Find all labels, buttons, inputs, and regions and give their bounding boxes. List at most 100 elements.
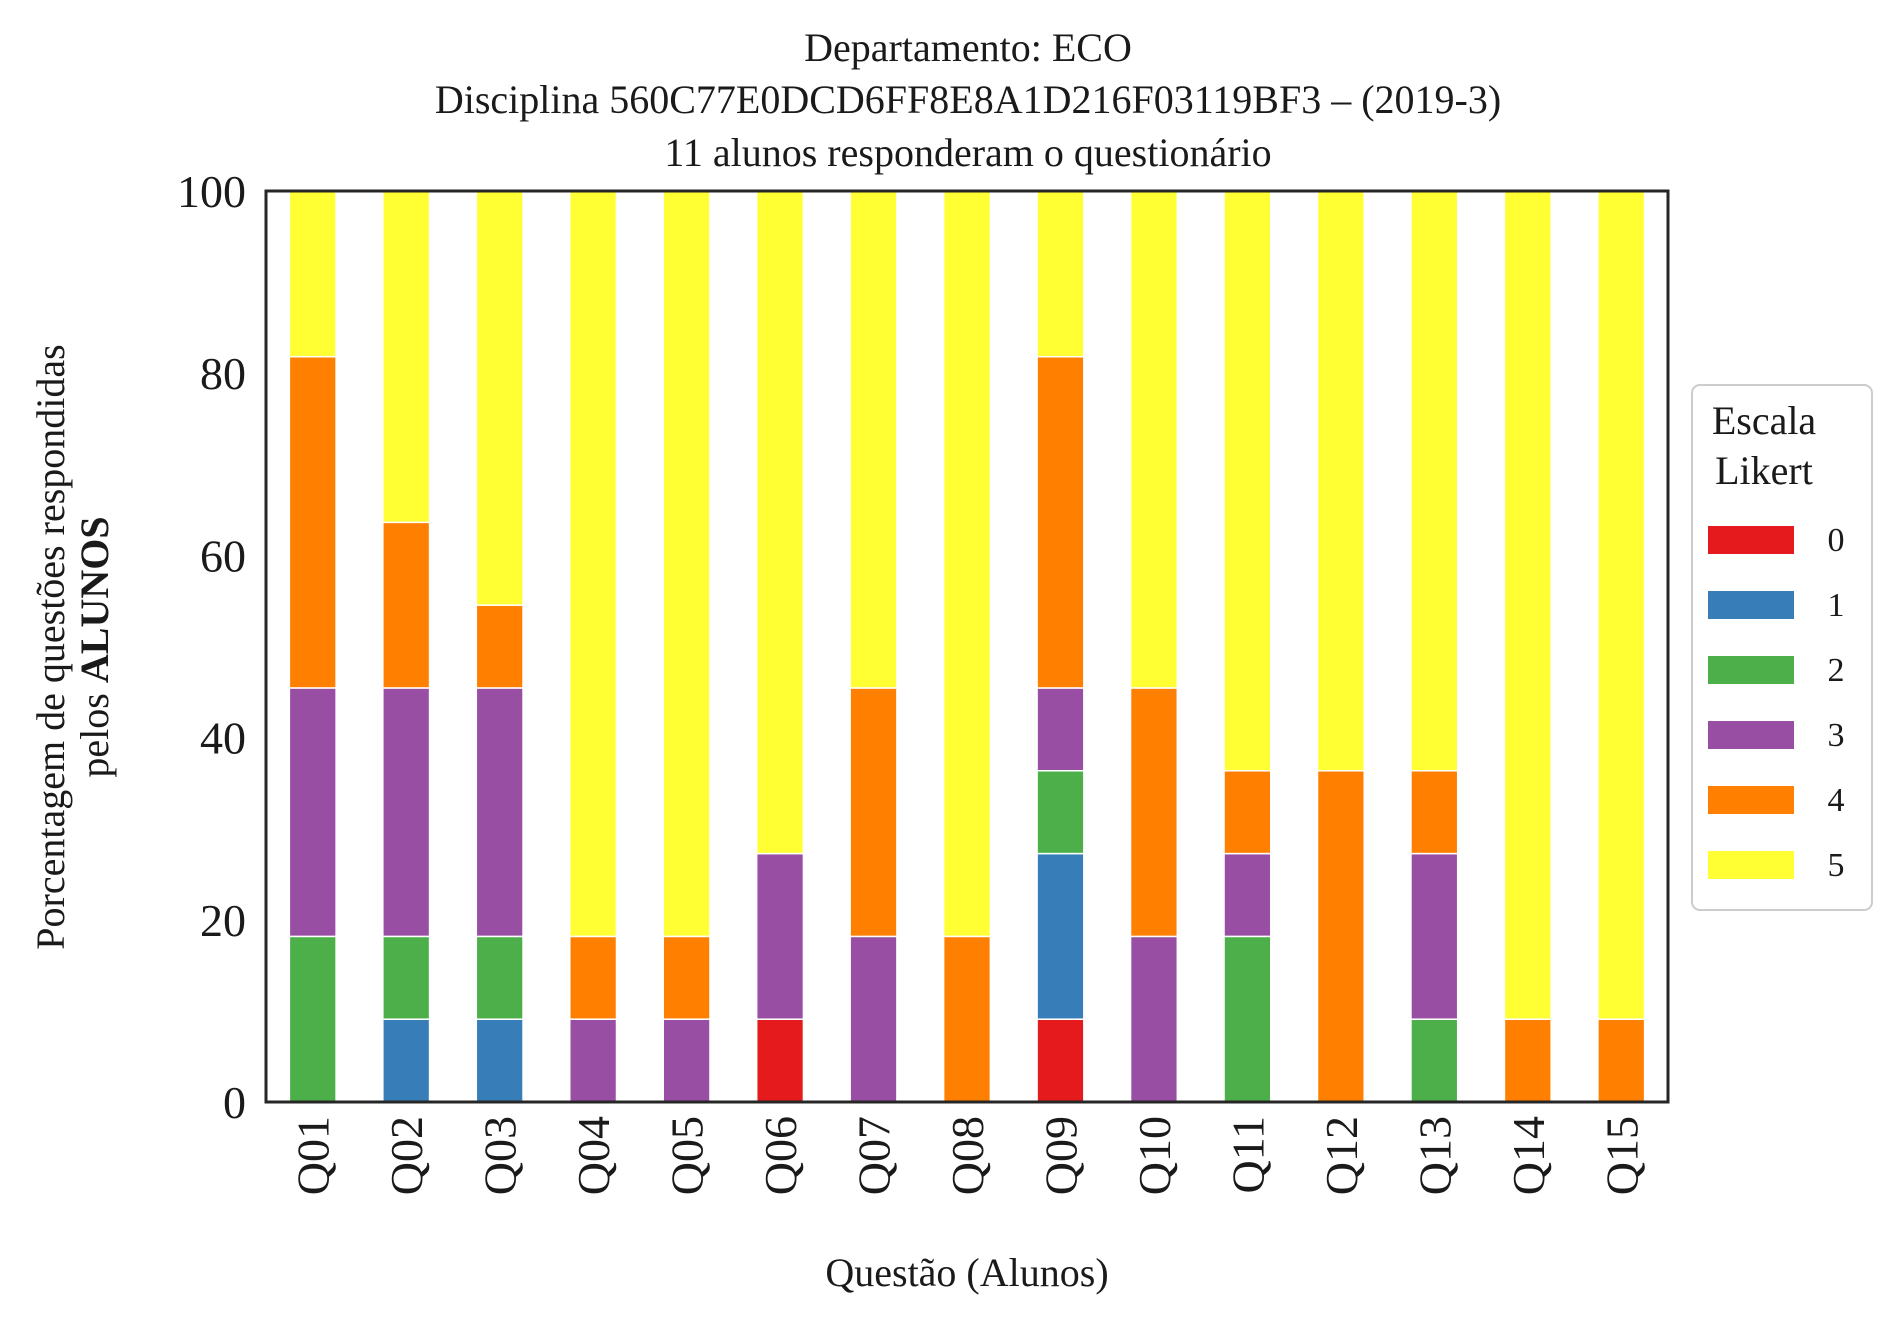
legend-title-line-1: Escala xyxy=(1712,398,1817,443)
bar-segment-q04-level-4 xyxy=(569,935,618,1020)
bar-segment-q09-level-4 xyxy=(1036,355,1085,689)
bar-segment-q06-level-3 xyxy=(755,852,805,1020)
x-tick-label-q11: Q11 xyxy=(1222,1116,1273,1194)
legend-swatch-4 xyxy=(1708,786,1794,814)
x-tick-label-q04: Q04 xyxy=(568,1116,619,1195)
bars-layer xyxy=(288,190,1646,1103)
bar-segment-q02-level-3 xyxy=(382,687,431,938)
title-line-1: Departamento: ECO xyxy=(804,25,1132,70)
legend-label-1: 1 xyxy=(1828,587,1845,624)
bar-segment-q03-level-5 xyxy=(475,190,524,606)
y-tick-label: 40 xyxy=(200,713,246,764)
bar-segment-q15-level-5 xyxy=(1597,190,1646,1020)
x-tick-label-q07: Q07 xyxy=(849,1116,900,1195)
bar-segment-q07-level-5 xyxy=(849,190,898,689)
bar-segment-q14-level-4 xyxy=(1503,1018,1552,1103)
bar-segment-q05-level-3 xyxy=(662,1018,711,1103)
y-tick-label: 100 xyxy=(177,166,246,217)
bar-segment-q07-level-3 xyxy=(849,935,898,1103)
legend-swatch-0 xyxy=(1708,526,1794,554)
x-tick-label-q13: Q13 xyxy=(1409,1116,1460,1195)
x-tick-label-q10: Q10 xyxy=(1129,1116,1180,1195)
bar-segment-q09-level-5 xyxy=(1036,190,1085,358)
legend-title-line-2: Likert xyxy=(1715,448,1813,493)
bar-segment-q14-level-5 xyxy=(1503,190,1552,1020)
bar-segment-q03-level-3 xyxy=(475,687,524,938)
x-tick-label-q12: Q12 xyxy=(1316,1116,1367,1195)
bar-segment-q03-level-2 xyxy=(475,935,524,1020)
x-tick-label-q08: Q08 xyxy=(942,1116,993,1195)
x-axis-label: Questão (Alunos) xyxy=(825,1250,1108,1295)
bar-segment-q04-level-5 xyxy=(569,190,618,938)
bar-segment-q09-level-2 xyxy=(1036,770,1085,855)
legend-label-2: 2 xyxy=(1828,652,1845,689)
legend-swatch-3 xyxy=(1708,721,1794,749)
bar-segment-q09-level-3 xyxy=(1036,687,1085,772)
legend-items: 0 1 2 3 4 5 xyxy=(1708,522,1845,884)
legend-label-3: 3 xyxy=(1828,717,1845,754)
y-tick-label: 80 xyxy=(200,348,246,399)
bar-segment-q13-level-5 xyxy=(1410,190,1459,772)
bar-segment-q03-level-1 xyxy=(475,1018,524,1103)
legend: Escala Likert 0 1 2 3 4 5 xyxy=(1691,384,1873,911)
bar-segment-q11-level-4 xyxy=(1223,770,1272,855)
x-tick-label-q03: Q03 xyxy=(475,1116,526,1195)
legend-label-5: 5 xyxy=(1828,847,1845,884)
bar-segment-q05-level-5 xyxy=(662,190,711,938)
y-axis-label-prefix: pelos xyxy=(72,683,117,777)
bar-segment-q12-level-4 xyxy=(1316,770,1365,1103)
bar-segment-q05-level-4 xyxy=(662,935,711,1020)
bar-segment-q02-level-1 xyxy=(382,1018,431,1103)
y-axis-label-bold: ALUNOS xyxy=(72,516,117,683)
y-axis-label-line-1: Porcentagem de questões respondidas xyxy=(28,344,73,949)
x-tick-label-q15: Q15 xyxy=(1596,1116,1647,1195)
y-tick-label: 0 xyxy=(223,1077,246,1128)
title-line-3: 11 alunos responderam o questionário xyxy=(664,130,1271,175)
y-axis-label: Porcentagem de questões respondidas pelo… xyxy=(28,344,117,949)
bar-segment-q09-level-1 xyxy=(1036,852,1085,1020)
bar-segment-q01-level-5 xyxy=(288,190,337,358)
title-line-2: Disciplina 560C77E0DCD6FF8E8A1D216F03119… xyxy=(435,77,1501,122)
bar-segment-q10-level-3 xyxy=(1129,935,1179,1103)
bar-segment-q06-level-5 xyxy=(755,190,805,855)
bar-segment-q13-level-4 xyxy=(1410,770,1459,855)
bar-segment-q09-level-0 xyxy=(1036,1018,1085,1103)
bar-segment-q10-level-4 xyxy=(1129,687,1179,938)
bar-segment-q08-level-5 xyxy=(942,190,992,938)
x-tick-label-q14: Q14 xyxy=(1503,1116,1554,1195)
bar-segment-q07-level-4 xyxy=(849,687,898,938)
legend-swatch-1 xyxy=(1708,591,1794,619)
bar-segment-q02-level-2 xyxy=(382,935,431,1020)
bar-segment-q13-level-3 xyxy=(1410,852,1459,1020)
x-tick-label-q01: Q01 xyxy=(288,1116,339,1195)
bar-segment-q08-level-4 xyxy=(942,935,992,1103)
bar-segment-q12-level-5 xyxy=(1316,190,1365,772)
y-tick-label: 20 xyxy=(200,895,246,946)
y-axis-ticks: 0 20 40 60 80 100 xyxy=(177,166,246,1128)
bar-segment-q11-level-3 xyxy=(1223,852,1272,938)
x-tick-label-q02: Q02 xyxy=(381,1116,432,1195)
bar-segment-q02-level-5 xyxy=(382,190,431,524)
bar-segment-q11-level-5 xyxy=(1223,190,1272,772)
bar-segment-q10-level-5 xyxy=(1129,190,1179,689)
legend-label-0: 0 xyxy=(1828,522,1845,559)
bar-segment-q01-level-4 xyxy=(288,355,337,689)
bar-segment-q11-level-2 xyxy=(1223,935,1272,1103)
bar-segment-q06-level-0 xyxy=(755,1018,805,1103)
bar-segment-q01-level-2 xyxy=(288,935,337,1103)
legend-box xyxy=(1691,384,1873,911)
bar-segment-q03-level-4 xyxy=(475,604,524,689)
bar-segment-q15-level-4 xyxy=(1597,1018,1646,1103)
bar-segment-q01-level-3 xyxy=(288,687,337,938)
y-tick-label: 60 xyxy=(200,530,246,581)
x-tick-label-q09: Q09 xyxy=(1035,1116,1086,1195)
x-tick-label-q05: Q05 xyxy=(662,1116,713,1195)
bar-segment-q02-level-4 xyxy=(382,521,431,689)
bar-segment-q04-level-3 xyxy=(569,1018,618,1103)
y-axis-label-line-2: pelos ALUNOS xyxy=(72,516,117,777)
x-axis-ticks: Q01 Q02 Q03 Q04 Q05 Q06 Q07 Q08 Q09 Q10 Q11 Q12 Q13 Q… xyxy=(288,1116,1648,1195)
plot-frame xyxy=(264,189,1670,1104)
chart-title: Departamento: ECO Disciplina 560C77E0DCD… xyxy=(435,25,1501,175)
legend-swatch-2 xyxy=(1708,656,1794,684)
